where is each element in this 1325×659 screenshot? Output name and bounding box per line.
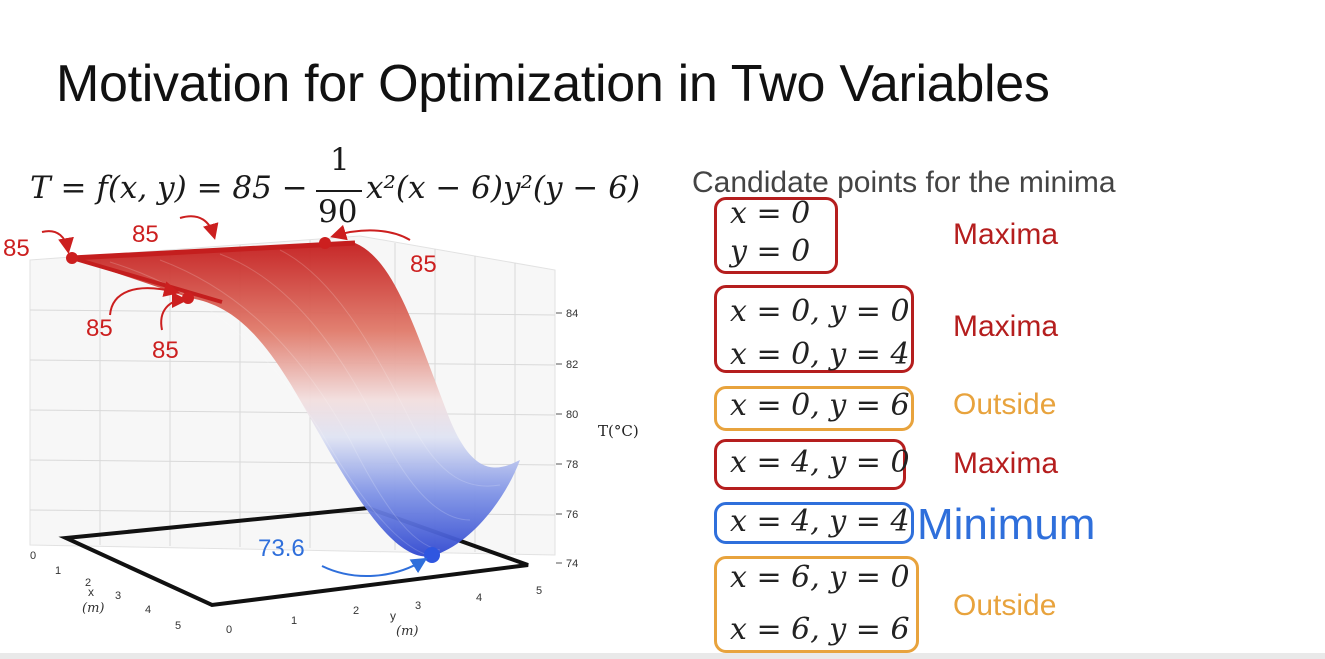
- max-point-marker: [182, 292, 194, 304]
- candidate-label-maxima: Maxima: [953, 218, 1059, 251]
- temperature-formula: T = f(x, y) = 85 − 1 90 x²(x − 6)y²(y − …: [30, 142, 650, 232]
- z-tick-label: 76: [566, 509, 578, 521]
- x-tick-label: 4: [145, 604, 151, 616]
- formula-rhs: x²(x − 6)y²(y − 6): [366, 170, 641, 206]
- z-tick-label: 80: [566, 409, 578, 421]
- annotation-85: 85: [86, 315, 113, 342]
- formula-fraction-denominator: 90: [318, 194, 358, 230]
- min-annotation-arrow: [321, 557, 428, 577]
- candidate-label-outside: Outside: [953, 388, 1057, 421]
- formula-fraction-numerator: 1: [330, 142, 350, 178]
- candidate-equation: x = 0, y = 6: [730, 388, 910, 423]
- candidate-equation: x = 0, y = 4: [730, 337, 910, 372]
- candidate-label-outside: Outside: [953, 589, 1057, 622]
- candidate-box: [714, 502, 914, 544]
- y-tick-label: 1: [291, 615, 297, 627]
- y-tick-label: 2: [353, 605, 359, 617]
- min-point-marker: [424, 547, 440, 563]
- candidate-label-maxima: Maxima: [953, 447, 1059, 480]
- temperature-surface: [72, 243, 520, 557]
- candidate-box: [714, 197, 838, 274]
- candidate-box: [714, 439, 906, 490]
- annotation-85: 85: [152, 337, 179, 364]
- candidate-equation: x = 6, y = 0: [730, 560, 910, 595]
- candidate-equation: x = 4, y = 0: [730, 445, 910, 480]
- x-tick-label: 1: [55, 565, 61, 577]
- candidate-equation: x = 0: [730, 196, 811, 231]
- x-tick-label: 2: [85, 577, 91, 589]
- slide-title: Motivation for Optimization in Two Varia…: [56, 55, 1050, 113]
- ridge-line-left: [71, 256, 223, 304]
- y-axis-unit: (m): [396, 624, 418, 639]
- x-axis-unit: (m): [82, 601, 104, 616]
- formula-fraction-bar: [316, 190, 362, 192]
- candidate-box: [714, 386, 914, 431]
- x-axis-label: x: [88, 585, 94, 599]
- annotation-minimum-value: 73.6: [258, 535, 305, 562]
- y-axis-label: y: [390, 609, 396, 623]
- max-annotation-arrows: [41, 215, 411, 331]
- candidate-box: [714, 285, 914, 373]
- candidate-label-maxima: Maxima: [953, 310, 1059, 343]
- bottom-bar: [0, 653, 1325, 659]
- y-tick-label: 4: [476, 592, 482, 604]
- x-tick-label: 5: [175, 620, 181, 632]
- annotation-85: 85: [410, 251, 437, 278]
- candidate-equation: x = 6, y = 6: [730, 612, 910, 647]
- z-axis-label: T(°C): [598, 422, 639, 440]
- z-tick-label: 74: [566, 558, 578, 570]
- x-tick-label: 3: [115, 590, 121, 602]
- candidate-label-minimum: Minimum: [917, 500, 1096, 549]
- formula-lhs: T = f(x, y) = 85 −: [30, 170, 308, 206]
- annotation-85: 85: [132, 221, 159, 248]
- z-tick-label: 78: [566, 459, 578, 471]
- candidate-box: [714, 556, 919, 653]
- ridge-line-back: [71, 240, 356, 261]
- y-tick-label: 0: [226, 624, 232, 636]
- floor-domain-square: [58, 505, 529, 608]
- candidate-equation: x = 4, y = 4: [730, 504, 910, 539]
- surface-plot: 85 85 85 85 85 73.6 84 82 80 78 76 74 T(…: [3, 215, 639, 639]
- candidate-equation: x = 0, y = 0: [730, 294, 910, 329]
- z-tick-label: 84: [566, 308, 578, 320]
- x-tick-label: 0: [30, 550, 36, 562]
- candidates-header: Candidate points for the minima: [692, 166, 1116, 199]
- max-point-marker: [66, 252, 78, 264]
- z-tick-label: 82: [566, 359, 578, 371]
- candidate-equation: y = 0: [730, 234, 811, 269]
- y-tick-label: 3: [415, 600, 421, 612]
- y-tick-label: 5: [536, 585, 542, 597]
- annotation-85: 85: [3, 235, 30, 262]
- max-point-marker: [319, 237, 331, 249]
